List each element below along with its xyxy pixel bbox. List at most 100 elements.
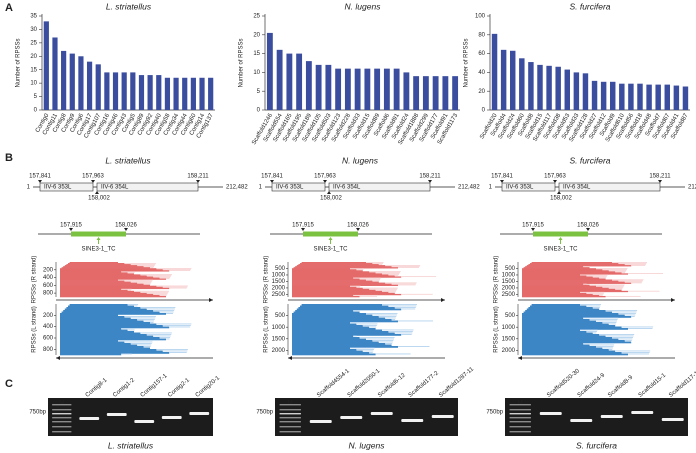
read-band xyxy=(522,316,632,318)
read-tail xyxy=(398,320,433,322)
bar xyxy=(69,53,75,110)
ladder-band xyxy=(509,409,531,411)
read-band xyxy=(522,340,625,342)
read-tail xyxy=(124,316,156,317)
read-band xyxy=(292,332,395,335)
read-band xyxy=(60,323,157,326)
read-tail xyxy=(618,313,636,314)
read-band xyxy=(66,307,141,309)
coordinate: 157,915 xyxy=(522,223,544,229)
read-tail xyxy=(608,323,616,325)
y-tick-label: 1000 xyxy=(272,273,286,279)
read-band xyxy=(60,335,154,338)
strand-arrow xyxy=(288,356,292,360)
read-tail xyxy=(391,283,417,285)
read-tail xyxy=(146,334,172,335)
bar xyxy=(537,64,543,110)
read-band xyxy=(61,267,150,269)
read-tail xyxy=(382,304,417,305)
site-marker xyxy=(428,180,432,183)
y-tick-label: 1500 xyxy=(502,336,516,342)
site-marker xyxy=(557,191,561,194)
read-tail xyxy=(143,283,151,285)
read-tail xyxy=(618,338,633,340)
read-band xyxy=(522,282,632,284)
read-band xyxy=(522,328,628,330)
ladder-band xyxy=(279,404,301,406)
read-tail xyxy=(146,275,172,276)
read-band xyxy=(60,337,160,339)
read-band xyxy=(522,291,580,294)
read-band xyxy=(293,267,398,269)
y-axis-label: RPSSs (L strand) xyxy=(32,306,38,352)
read-tail xyxy=(592,293,604,295)
gene-box xyxy=(39,182,94,192)
bar xyxy=(432,76,439,110)
read-band xyxy=(292,282,386,284)
read-band xyxy=(292,347,350,350)
read-band xyxy=(522,295,606,298)
read-band xyxy=(292,350,363,353)
read-band xyxy=(522,329,580,332)
y-tick-label: 800 xyxy=(43,347,54,353)
read-band xyxy=(292,337,360,339)
read-tail xyxy=(159,294,167,296)
read-tail xyxy=(127,272,135,273)
chart-title: N. lugens xyxy=(345,1,382,11)
read-band xyxy=(292,289,376,292)
read-band xyxy=(60,346,144,348)
read-band xyxy=(292,290,382,293)
y-tick-label: 5 xyxy=(34,94,38,100)
y-axis-label: Number of RPSSs xyxy=(16,38,22,87)
read-tail xyxy=(592,276,607,278)
read-band xyxy=(522,268,596,270)
bar xyxy=(573,72,580,110)
read-tail xyxy=(166,313,173,314)
sample-band xyxy=(370,412,393,415)
ladder-band xyxy=(52,413,72,415)
coordinate: 158,211 xyxy=(419,174,441,180)
read-tail xyxy=(353,277,382,279)
bar xyxy=(315,64,322,110)
coordinate: 157,841 xyxy=(261,174,283,180)
bar xyxy=(491,33,498,110)
read-band xyxy=(522,313,619,315)
read-tail xyxy=(624,314,636,316)
read-tail xyxy=(134,305,138,307)
read-tail xyxy=(378,341,393,343)
pointer-head xyxy=(558,237,563,240)
bar xyxy=(655,84,661,110)
read-tail xyxy=(382,290,396,292)
read-band xyxy=(292,325,363,327)
lane-label: M xyxy=(288,401,293,407)
bar xyxy=(383,68,390,110)
read-band xyxy=(522,269,603,271)
sample-band xyxy=(309,420,332,423)
read-tail xyxy=(127,329,135,331)
bar xyxy=(173,77,179,110)
read-band xyxy=(522,332,593,335)
read-tail xyxy=(375,353,411,355)
read-band xyxy=(60,289,128,292)
gene-box xyxy=(328,182,431,192)
read-tail xyxy=(596,320,617,322)
read-band xyxy=(522,314,625,317)
read-tail xyxy=(398,267,419,268)
read-tail xyxy=(608,287,623,289)
y-tick-label: 2500 xyxy=(502,292,516,298)
read-band xyxy=(292,288,370,291)
read-tail xyxy=(150,267,154,268)
read-tail xyxy=(580,304,601,305)
read-band xyxy=(60,347,150,350)
read-band xyxy=(292,317,386,320)
ladder-band xyxy=(509,426,531,428)
read-band xyxy=(292,346,398,348)
read-band xyxy=(61,311,160,314)
bar xyxy=(354,68,361,110)
bar xyxy=(43,21,49,110)
bar xyxy=(156,75,162,110)
site-marker xyxy=(658,180,662,183)
read-tail xyxy=(586,275,608,276)
read-band xyxy=(522,277,600,279)
read-tail xyxy=(592,332,597,334)
